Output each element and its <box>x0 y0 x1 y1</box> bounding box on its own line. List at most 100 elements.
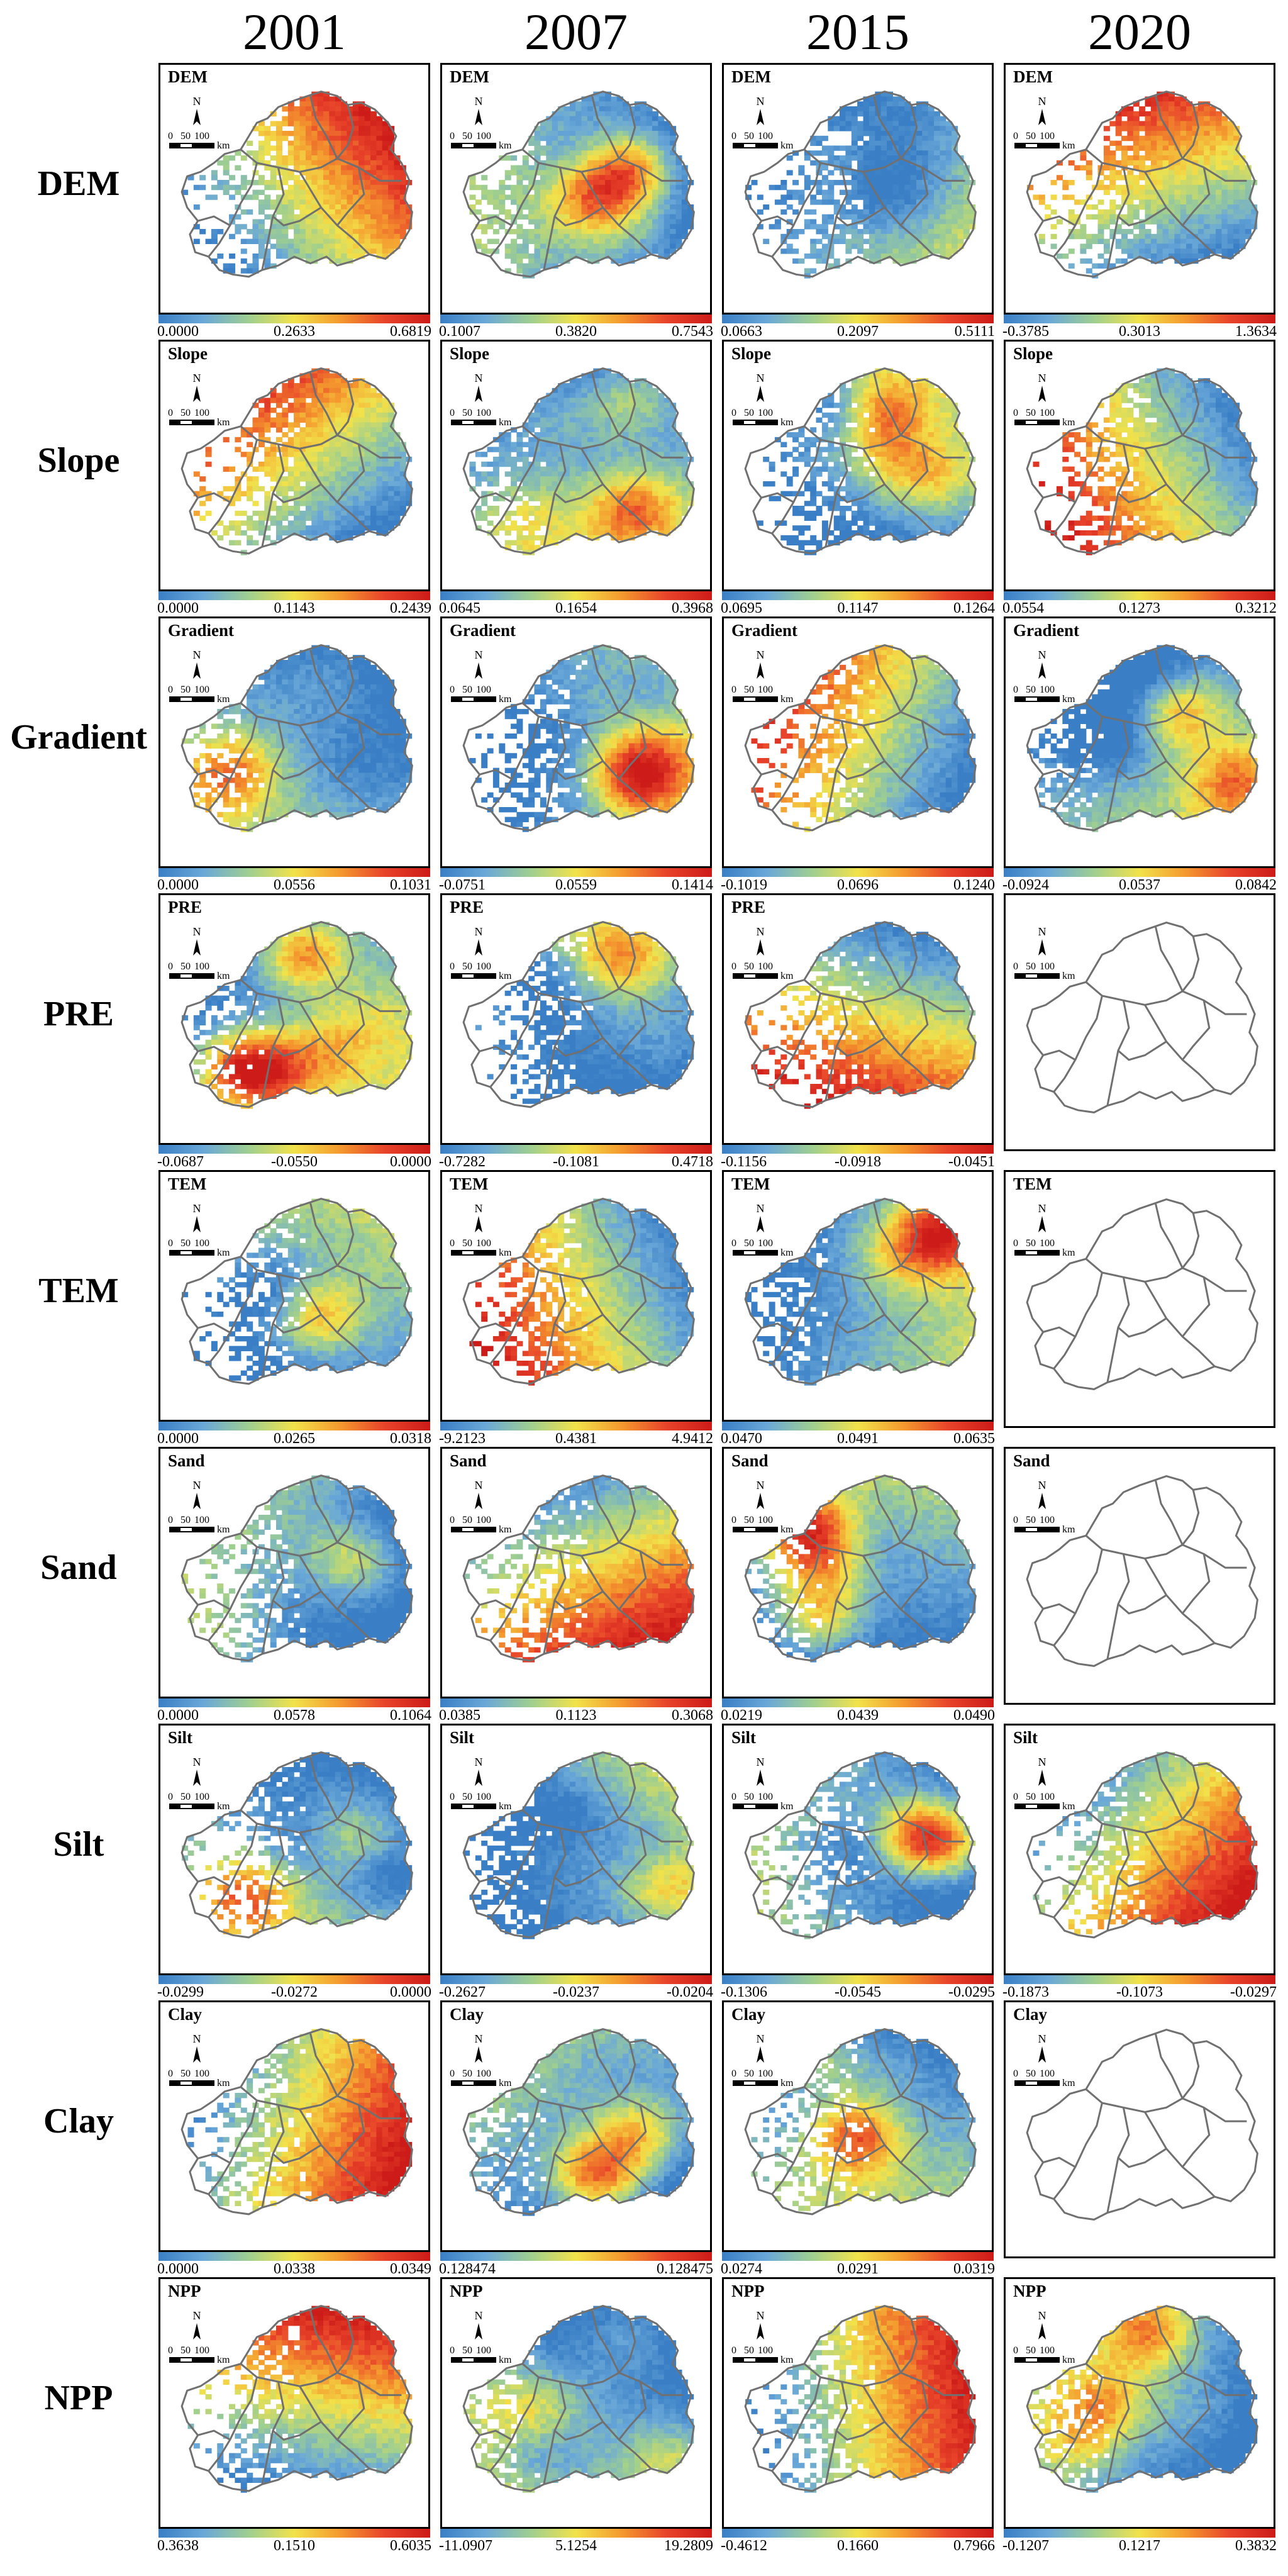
scale-tick: 0 <box>1013 1238 1018 1249</box>
scale-unit: km <box>1062 694 1075 705</box>
colorbar <box>158 2529 430 2538</box>
raster-layer <box>751 645 976 832</box>
scale-tick: 0 <box>731 1515 736 1525</box>
scale-tick: 50 <box>744 2345 754 2356</box>
district-boundary <box>299 171 370 255</box>
north-arrow-icon <box>475 939 482 956</box>
colorbar <box>1004 591 1275 600</box>
province-outline <box>180 1751 413 1939</box>
scale-tick: 0 <box>731 131 736 142</box>
district-boundary <box>479 492 513 503</box>
district-boundary <box>553 483 604 503</box>
map-panel: N 0 50 100 km TEM <box>440 1170 712 1422</box>
colorbar-tick: 0.3212 <box>1200 600 1277 617</box>
district-boundary <box>771 162 821 257</box>
district-boundary <box>771 716 821 811</box>
colorbar-tick: 0.0349 <box>355 2261 431 2278</box>
raster-layer <box>757 368 976 555</box>
province-outline <box>462 1751 695 1939</box>
district-boundary <box>1043 1326 1076 1338</box>
scale-tick: 50 <box>1026 1238 1036 1249</box>
raster-layer <box>1027 91 1258 279</box>
raster-layer <box>745 91 976 279</box>
district-boundary <box>1144 171 1216 255</box>
district-boundary <box>803 1212 918 1280</box>
map-panel: N 0 50 100 km TEM <box>158 1170 430 1422</box>
district-boundary <box>309 372 338 436</box>
colorbar <box>722 868 994 877</box>
colorbar-tick: 0.0385 <box>439 1707 480 1724</box>
scale-tick: 100 <box>758 1792 773 1802</box>
map-panel: N 0 50 100 km Sand <box>440 1447 712 1698</box>
scale-tick: 0 <box>1013 1515 1018 1525</box>
scale-tick: 100 <box>194 1792 209 1802</box>
district-boundary <box>900 167 929 226</box>
colorbar <box>440 868 712 877</box>
north-arrow-and-scale: N 0 50 100 km <box>731 2032 794 2088</box>
colorbar <box>722 2252 994 2261</box>
district-boundary <box>862 448 934 532</box>
colorbar-tick: 0.0338 <box>257 2261 332 2278</box>
panel-title: Clay <box>731 2005 765 2024</box>
north-label: N <box>475 649 483 661</box>
scale-unit: km <box>217 1801 230 1812</box>
district-boundary <box>1155 372 1184 436</box>
scale-tick: 100 <box>1040 408 1055 418</box>
colorbar <box>1004 1975 1275 1984</box>
north-arrow-icon <box>193 2323 201 2339</box>
province-outline <box>744 1751 977 1939</box>
raster-layer <box>745 1198 976 1386</box>
colorbar-tick: 0.7543 <box>636 323 713 340</box>
scale-tick: 0 <box>1013 408 1018 418</box>
province-outline <box>744 2305 977 2492</box>
north-arrow-icon <box>193 1216 201 1232</box>
raster-layer <box>751 1752 976 1939</box>
panel-title: PRE <box>168 898 202 917</box>
north-arrow-icon <box>193 386 201 402</box>
district-boundary <box>489 716 540 811</box>
province-outline <box>462 2305 695 2492</box>
district-boundary <box>479 1045 513 1057</box>
colorbar <box>158 1145 430 1154</box>
district-boundary <box>553 206 604 226</box>
colorbar-tick: 4.9412 <box>636 1430 713 1447</box>
district-boundary <box>479 2429 513 2441</box>
district-boundary <box>580 1555 652 1639</box>
district-boundary <box>580 1001 652 1086</box>
district-boundary <box>1085 381 1200 450</box>
colorbar-tick: -0.1207 <box>1002 2538 1049 2555</box>
scale-tick: 100 <box>194 2068 209 2079</box>
district-boundary <box>521 381 636 450</box>
district-boundary <box>771 1823 821 1918</box>
scale-tick: 0 <box>450 1238 455 1249</box>
scale-unit: km <box>1062 2355 1075 2365</box>
raster-layer <box>464 1475 694 1663</box>
map-panel: N 0 50 100 km TEM <box>722 1170 994 1422</box>
map-panel: N 0 50 100 km Gradient <box>440 616 712 868</box>
scale-unit: km <box>780 2078 794 2088</box>
province-outline <box>462 1198 695 1385</box>
district-boundary <box>873 2310 902 2373</box>
panel-title: NPP <box>1013 2282 1046 2301</box>
district-boundary <box>272 1867 322 1887</box>
scale-tick: 0 <box>450 2345 455 2356</box>
district-boundary <box>771 2377 821 2472</box>
scale-tick: 0 <box>168 2345 173 2356</box>
scale-tick: 50 <box>180 1792 191 1802</box>
district-boundary <box>1182 1267 1247 1292</box>
district-boundary <box>208 716 258 811</box>
colorbar-tick: 0.2633 <box>257 323 332 340</box>
north-arrow-icon <box>1038 1216 1046 1232</box>
scale-tick: 50 <box>462 961 472 972</box>
colorbar-tick: 0.1123 <box>538 1707 614 1724</box>
row-label: PRE <box>0 994 157 1034</box>
map-panel: N 0 50 100 km DEM <box>1004 63 1275 315</box>
colorbar <box>440 2252 712 2261</box>
map-panel: N 0 50 100 km Gradient <box>1004 616 1275 868</box>
map-panel: N 0 50 100 km Silt <box>440 1724 712 1975</box>
colorbar-tick: 0.1273 <box>1102 600 1177 617</box>
province-outline <box>462 367 695 555</box>
district-boundary <box>591 2033 620 2097</box>
district-boundary <box>761 2429 794 2441</box>
district-boundary <box>803 2319 918 2387</box>
